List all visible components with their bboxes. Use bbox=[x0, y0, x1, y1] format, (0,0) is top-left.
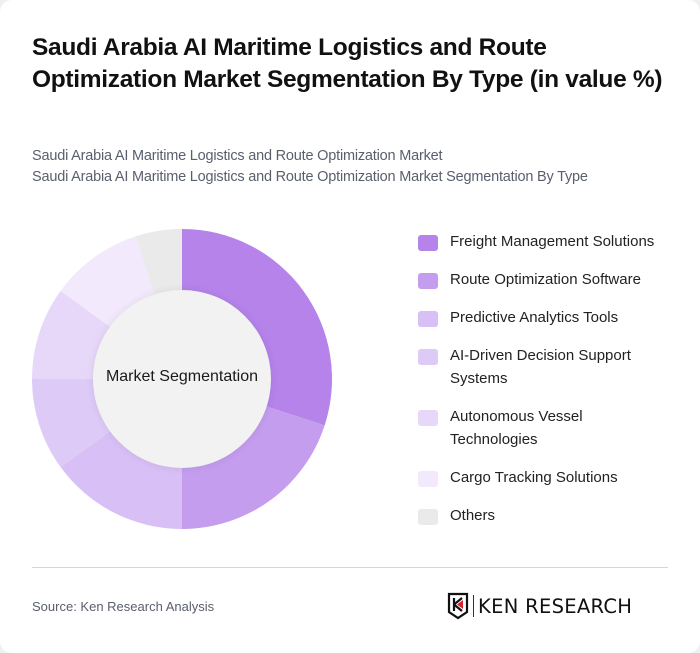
legend-item-predictive: Predictive Analytics Tools bbox=[418, 307, 688, 345]
legend-label: Cargo Tracking Solutions bbox=[450, 469, 618, 486]
logo-wordmark: KEN RESEARCH bbox=[478, 594, 633, 618]
ken-research-logo: KEN RESEARCH bbox=[447, 592, 669, 620]
donut-center-label: Market Segmentation bbox=[105, 368, 259, 385]
legend-item-freight: Freight Management Solutions bbox=[418, 231, 688, 269]
logo-separator bbox=[473, 595, 474, 617]
ken-research-shield-icon bbox=[447, 592, 469, 620]
legend-label: Others bbox=[450, 507, 496, 524]
subtitle-line-1: Saudi Arabia AI Maritime Logistics and R… bbox=[32, 148, 443, 164]
legend-swatch bbox=[418, 311, 438, 327]
legend-item-route: Route Optimization Software bbox=[418, 269, 688, 307]
legend-label: Autonomous Vessel Technologies bbox=[450, 408, 583, 448]
legend-item-cargo: Cargo Tracking Solutions bbox=[418, 467, 688, 505]
legend-swatch bbox=[418, 235, 438, 251]
chart-title: Saudi Arabia AI Maritime Logistics and R… bbox=[32, 34, 663, 93]
chart-legend: Freight Management Solutions Route Optim… bbox=[418, 231, 688, 543]
legend-label: AI-Driven Decision Support Systems bbox=[450, 347, 631, 387]
donut-center bbox=[93, 290, 271, 468]
legend-label: Route Optimization Software bbox=[450, 271, 641, 288]
source-note: Source: Ken Research Analysis bbox=[32, 599, 215, 614]
legend-label: Predictive Analytics Tools bbox=[450, 309, 619, 326]
footer-divider bbox=[32, 567, 668, 568]
legend-swatch bbox=[418, 273, 438, 289]
legend-swatch bbox=[418, 349, 438, 365]
legend-swatch bbox=[418, 471, 438, 487]
donut-chart bbox=[32, 229, 332, 529]
legend-label: Freight Management Solutions bbox=[450, 233, 655, 250]
chart-subtitle: Saudi Arabia AI Maritime Logistics and R… bbox=[32, 146, 682, 188]
legend-swatch bbox=[418, 509, 438, 525]
legend-swatch bbox=[418, 410, 438, 426]
legend-item-others: Others bbox=[418, 505, 688, 543]
subtitle-line-2: Saudi Arabia AI Maritime Logistics and R… bbox=[32, 169, 588, 185]
legend-item-ai-driven: AI-Driven Decision Support Systems bbox=[418, 345, 688, 406]
legend-item-autonomous: Autonomous Vessel Technologies bbox=[418, 406, 688, 467]
